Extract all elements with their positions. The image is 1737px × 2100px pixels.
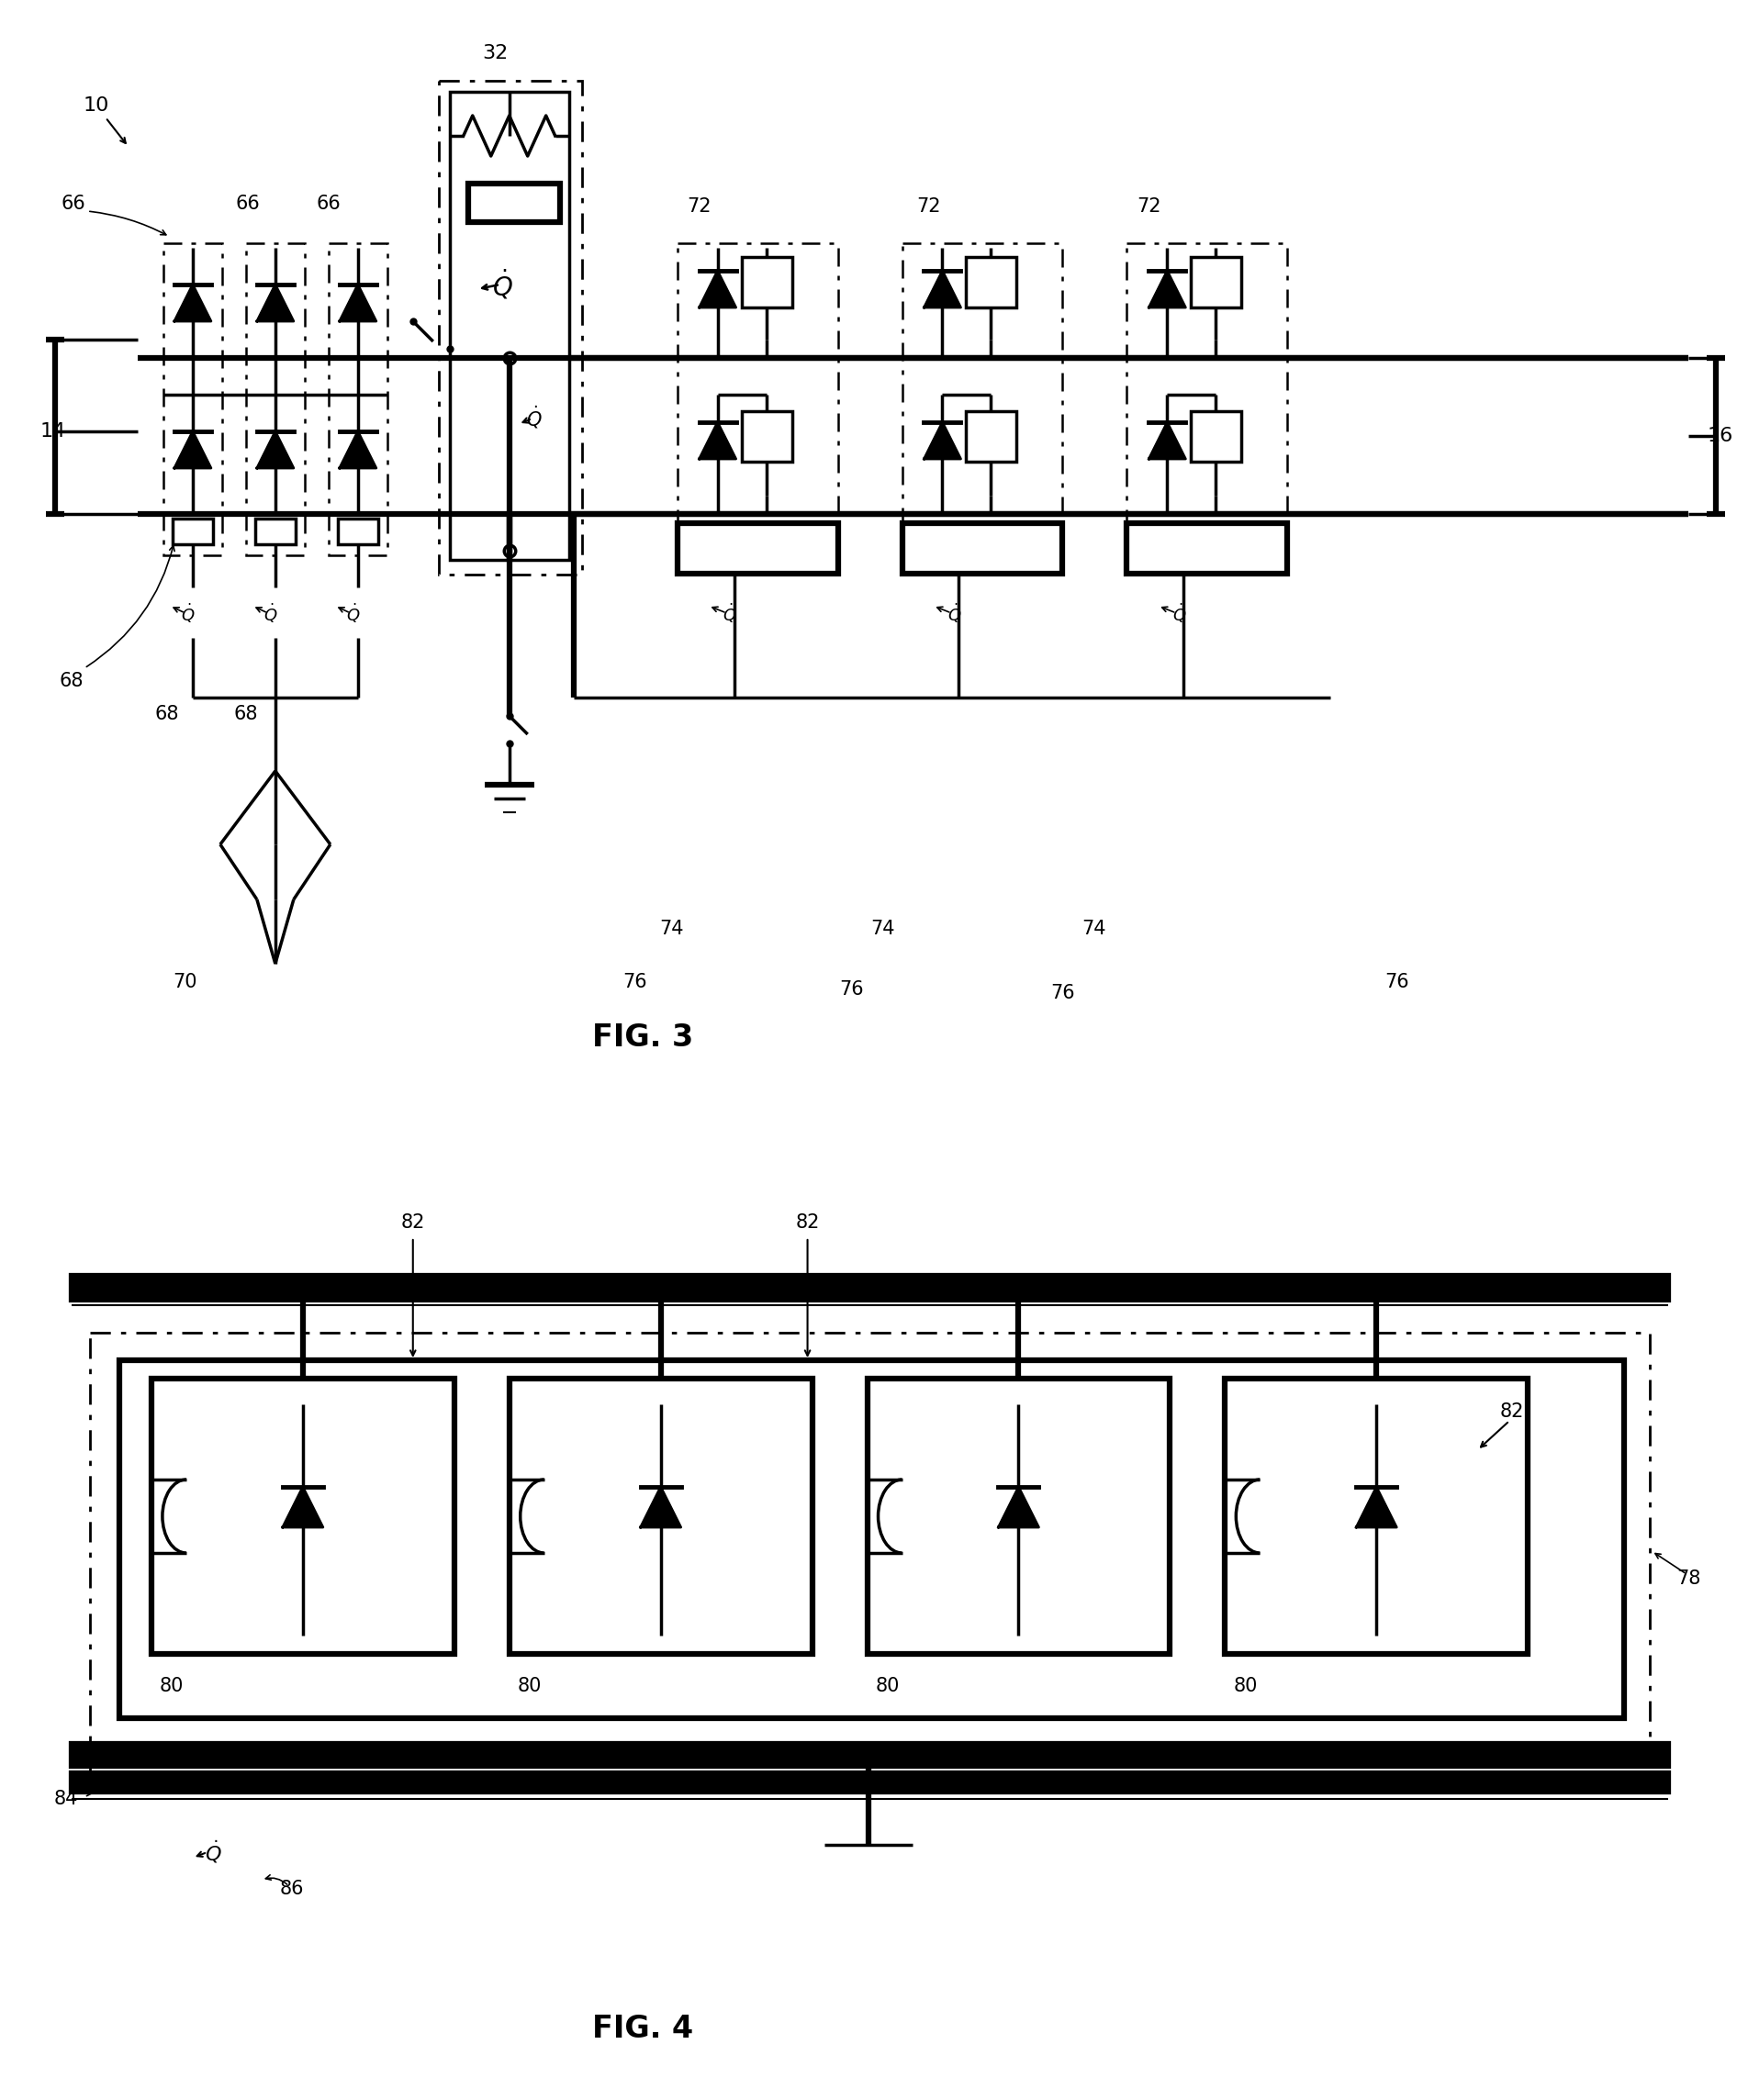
Bar bbox=[742, 412, 792, 462]
Bar bbox=[163, 244, 222, 554]
Bar bbox=[151, 1378, 453, 1655]
Polygon shape bbox=[641, 1487, 681, 1527]
Polygon shape bbox=[174, 430, 212, 468]
Text: $\dot{Q}$: $\dot{Q}$ bbox=[526, 405, 542, 430]
Text: $\dot{Q}$: $\dot{Q}$ bbox=[346, 601, 360, 624]
Text: $\dot{Q}$: $\dot{Q}$ bbox=[723, 601, 736, 624]
Text: 72: 72 bbox=[688, 197, 712, 216]
Text: 82: 82 bbox=[1501, 1403, 1525, 1422]
Text: 66: 66 bbox=[236, 195, 261, 212]
Bar bbox=[467, 183, 559, 223]
Text: 84: 84 bbox=[54, 1789, 78, 1808]
Text: FIG. 3: FIG. 3 bbox=[592, 1023, 693, 1052]
Bar bbox=[966, 256, 1016, 307]
Text: 74: 74 bbox=[1082, 920, 1106, 939]
Polygon shape bbox=[339, 284, 377, 321]
Polygon shape bbox=[283, 1487, 323, 1527]
Text: 82: 82 bbox=[401, 1214, 426, 1233]
Text: 68: 68 bbox=[234, 706, 259, 722]
Bar bbox=[71, 1743, 1668, 1766]
Bar bbox=[966, 412, 1016, 462]
Bar bbox=[1192, 412, 1242, 462]
Text: 14: 14 bbox=[40, 422, 66, 441]
Bar bbox=[902, 244, 1063, 554]
Text: 32: 32 bbox=[483, 44, 509, 63]
Text: 16: 16 bbox=[1707, 426, 1734, 445]
Bar bbox=[439, 80, 582, 575]
Bar bbox=[677, 244, 837, 554]
Bar bbox=[90, 1334, 1650, 1783]
Bar bbox=[902, 523, 1063, 573]
Polygon shape bbox=[257, 284, 294, 321]
Text: 66: 66 bbox=[316, 195, 340, 212]
Polygon shape bbox=[999, 1487, 1039, 1527]
Bar bbox=[247, 244, 304, 554]
Text: 70: 70 bbox=[174, 972, 198, 991]
Polygon shape bbox=[257, 430, 294, 468]
Polygon shape bbox=[339, 430, 377, 468]
Polygon shape bbox=[1148, 271, 1186, 307]
Bar bbox=[337, 519, 379, 544]
Bar bbox=[677, 523, 837, 573]
Polygon shape bbox=[700, 422, 736, 460]
Text: 68: 68 bbox=[59, 672, 83, 691]
Text: $\dot{Q}$: $\dot{Q}$ bbox=[181, 601, 195, 624]
Bar bbox=[867, 1378, 1171, 1655]
Text: 72: 72 bbox=[1136, 197, 1160, 216]
Text: 78: 78 bbox=[1676, 1569, 1701, 1588]
Text: 74: 74 bbox=[660, 920, 684, 939]
Polygon shape bbox=[1148, 422, 1186, 460]
Polygon shape bbox=[924, 422, 961, 460]
Text: 72: 72 bbox=[917, 197, 941, 216]
Bar bbox=[509, 1378, 813, 1655]
Polygon shape bbox=[924, 271, 961, 307]
Bar bbox=[1127, 523, 1287, 573]
Text: 66: 66 bbox=[61, 195, 85, 212]
Bar bbox=[328, 244, 387, 554]
Text: $\dot{Q}$: $\dot{Q}$ bbox=[492, 269, 514, 300]
Text: 10: 10 bbox=[83, 97, 109, 116]
Text: $\dot{Q}$: $\dot{Q}$ bbox=[205, 1840, 221, 1865]
Text: 76: 76 bbox=[1051, 985, 1075, 1002]
Bar bbox=[172, 519, 214, 544]
Bar bbox=[71, 1772, 1668, 1791]
Text: $\dot{Q}$: $\dot{Q}$ bbox=[1172, 601, 1186, 624]
Bar bbox=[255, 519, 295, 544]
Bar bbox=[1127, 244, 1287, 554]
Text: 76: 76 bbox=[839, 981, 863, 1000]
Text: 80: 80 bbox=[160, 1678, 184, 1695]
Text: 76: 76 bbox=[1384, 972, 1409, 991]
Text: 76: 76 bbox=[624, 972, 648, 991]
Text: 80: 80 bbox=[875, 1678, 900, 1695]
Bar bbox=[71, 1277, 1668, 1300]
Text: $\dot{Q}$: $\dot{Q}$ bbox=[264, 601, 278, 624]
Text: 68: 68 bbox=[155, 706, 179, 722]
Bar bbox=[742, 256, 792, 307]
Text: 80: 80 bbox=[1233, 1678, 1258, 1695]
Text: 74: 74 bbox=[870, 920, 895, 939]
Text: FIG. 4: FIG. 4 bbox=[592, 2014, 693, 2043]
Bar bbox=[1192, 256, 1242, 307]
Bar bbox=[120, 1361, 1624, 1718]
Bar bbox=[450, 92, 570, 561]
Text: 86: 86 bbox=[280, 1880, 304, 1898]
Polygon shape bbox=[1357, 1487, 1397, 1527]
Text: 80: 80 bbox=[518, 1678, 542, 1695]
Text: 82: 82 bbox=[796, 1214, 820, 1233]
Polygon shape bbox=[700, 271, 736, 307]
Polygon shape bbox=[174, 284, 212, 321]
Bar bbox=[1225, 1378, 1529, 1655]
Text: $\dot{Q}$: $\dot{Q}$ bbox=[947, 601, 961, 624]
